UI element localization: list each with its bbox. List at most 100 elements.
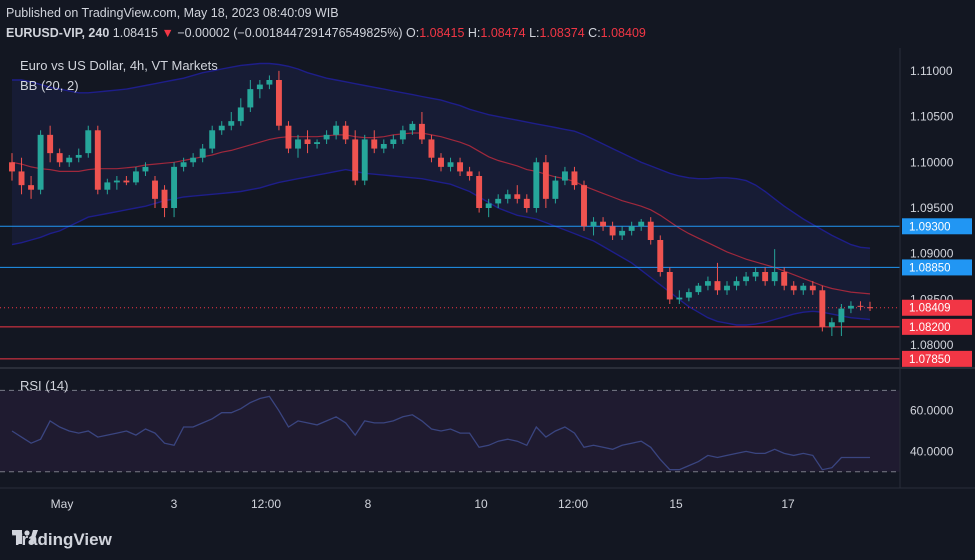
time-tick-label: 17 (781, 497, 795, 511)
candle-body (37, 134, 44, 190)
candle-body (199, 148, 206, 158)
rsi-pane (0, 389, 900, 473)
candle-body (819, 290, 826, 327)
candle-body (342, 125, 349, 140)
candle-body (314, 142, 321, 144)
candle-body (809, 285, 816, 291)
candle-body (295, 139, 301, 149)
high-value: 1.08474 (480, 26, 526, 40)
candle-body (266, 80, 273, 85)
high-label: H: (467, 26, 481, 40)
candle-body (428, 139, 435, 158)
price-label-text: 1.07850 (909, 354, 951, 366)
time-tick-label: 8 (365, 497, 372, 511)
low-label: L: (529, 26, 540, 40)
price-tick-label: 1.10000 (910, 155, 954, 169)
time-tick-label: 10 (474, 497, 488, 511)
tradingview-logo-icon (12, 530, 38, 544)
candle-body (171, 166, 178, 208)
candle-body (619, 230, 626, 236)
time-tick-label: 15 (669, 497, 683, 511)
candle-body (285, 125, 292, 149)
candle-body (838, 308, 845, 323)
candle-body (371, 139, 378, 149)
low-value: 1.08374 (539, 26, 585, 40)
bb-upper-line (12, 62, 871, 249)
price-tick-label: 1.09500 (910, 201, 954, 215)
candle-body (523, 198, 530, 208)
candle-body (75, 154, 82, 158)
candle-body (418, 123, 425, 140)
candle-body (771, 272, 778, 282)
candle-body (638, 221, 645, 227)
candle-body (600, 221, 607, 227)
candle-body (85, 130, 92, 154)
candle-body (113, 180, 120, 183)
close-label: C: (588, 26, 601, 40)
bb-indicator-label[interactable]: BB (20, 2) (20, 78, 79, 93)
candle-body (752, 272, 759, 277)
last-price: 1.08415 (112, 26, 158, 40)
bb-basis-line (11, 132, 871, 295)
candle-body (66, 157, 73, 163)
candle-body (18, 171, 25, 186)
close-value: 1.08409 (600, 26, 646, 40)
rsi-indicator-label[interactable]: RSI (14) (20, 378, 69, 393)
rsi-tick-label: 40.0000 (910, 444, 954, 458)
candle-body (323, 134, 330, 140)
candle-body (352, 139, 359, 181)
time-tick-label: 12:00 (558, 497, 588, 511)
candle-body (438, 157, 444, 167)
candle-body (685, 292, 692, 298)
price-label-box (902, 218, 972, 235)
price-tick-label: 1.08000 (910, 338, 954, 352)
down-arrow-icon: ▼ (161, 26, 174, 40)
candle-body (9, 162, 15, 172)
candle-body (237, 107, 244, 122)
candle-body (666, 272, 673, 300)
tradingview-logo[interactable]: TradingView (12, 530, 112, 550)
candle-body (714, 281, 721, 291)
rsi-line (11, 395, 870, 471)
candle-body (304, 139, 311, 144)
candle-body (581, 185, 587, 227)
candle-body (828, 322, 835, 327)
candle-body (399, 130, 406, 140)
candle-body (209, 130, 216, 149)
candle-body (94, 130, 101, 190)
candle-body (247, 89, 254, 108)
candles (9, 70, 873, 336)
candle-body (781, 272, 788, 286)
candle-body (380, 144, 387, 149)
axes: 1.110001.105001.100001.095001.090001.085… (0, 48, 975, 511)
candle-body (657, 240, 664, 272)
candle-body (180, 162, 187, 167)
candle-body (695, 285, 702, 293)
candle-body (485, 203, 492, 208)
candle-body (561, 171, 568, 181)
candle-body (552, 180, 559, 199)
open-value: 1.08415 (419, 26, 465, 40)
candle-body (218, 125, 225, 131)
candle-body (333, 125, 340, 135)
price-label-box (902, 318, 972, 335)
candle-body (800, 285, 807, 291)
candle-body (571, 171, 578, 186)
price-tick-label: 1.10500 (910, 110, 954, 124)
candle-body (590, 221, 597, 227)
brand-name: TradingView (12, 530, 112, 549)
rsi-tick-label: 60.0000 (910, 404, 954, 418)
candle-body (762, 272, 769, 282)
candle-body (123, 180, 130, 183)
time-tick-label: 12:00 (251, 497, 281, 511)
bb-fill (12, 63, 870, 325)
price-label-text: 1.08409 (909, 303, 951, 315)
price-label-box (902, 350, 972, 367)
price-tick-label: 1.11000 (910, 64, 953, 78)
open-label: O: (406, 26, 420, 40)
ohlc-header: EURUSD-VIP, 240 1.08415 ▼ −0.00002 (−0.0… (6, 26, 646, 40)
candle-body (647, 221, 654, 240)
time-tick-label: May (51, 497, 74, 511)
candle-body (361, 139, 368, 181)
